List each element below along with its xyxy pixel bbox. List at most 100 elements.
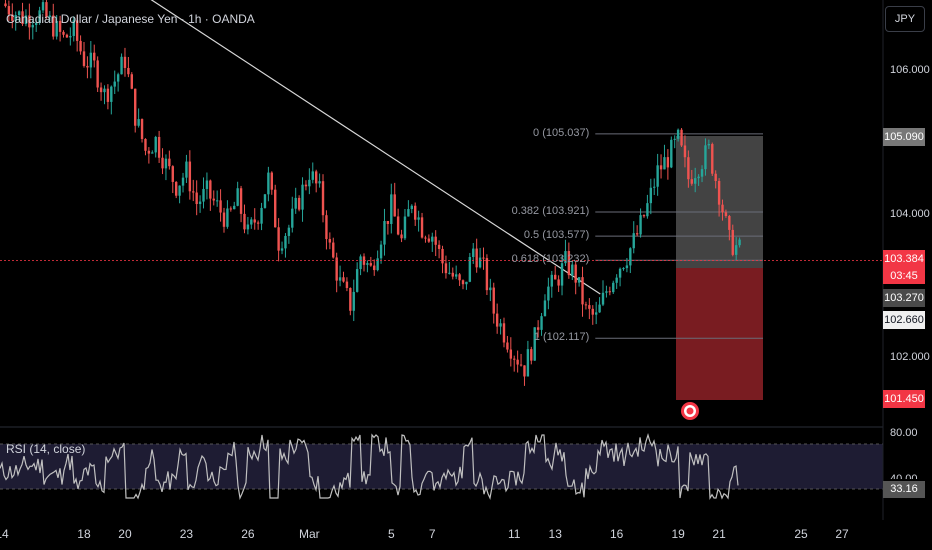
candle	[485, 254, 489, 296]
candle	[441, 245, 444, 274]
candle	[277, 218, 280, 262]
candle	[318, 173, 321, 188]
tp-price-label: 105.090	[883, 128, 925, 146]
candle	[185, 154, 188, 183]
candle	[4, 0, 7, 8]
rsi-value-label: 33.16	[883, 481, 925, 498]
candle	[65, 33, 69, 38]
candle	[461, 279, 465, 290]
candle	[308, 168, 311, 195]
candle	[62, 30, 65, 38]
countdown-label: 03:45	[883, 268, 925, 284]
candle	[437, 240, 441, 259]
candle	[366, 260, 369, 273]
candle	[164, 154, 168, 181]
entry-price-label: 103.270	[883, 289, 925, 307]
candle	[673, 135, 676, 149]
currency-button[interactable]: JPY	[885, 6, 925, 32]
candle	[287, 224, 291, 244]
candle	[519, 353, 523, 367]
candle	[297, 195, 301, 212]
time-tick: 23	[179, 527, 194, 541]
candle	[444, 255, 448, 279]
fibonacci-retracement	[595, 133, 763, 339]
candle	[687, 150, 690, 188]
candle	[7, 0, 11, 21]
candle	[724, 209, 728, 218]
candle	[690, 169, 693, 186]
candle	[28, 3, 31, 40]
price-tick: 106.000	[890, 64, 930, 76]
candle	[280, 241, 284, 255]
candle	[123, 47, 127, 77]
candle	[332, 237, 335, 259]
candle	[513, 355, 516, 372]
candle	[325, 210, 328, 250]
candle	[489, 278, 492, 302]
stop-price-label: 102.660	[883, 311, 925, 329]
candle	[605, 285, 608, 298]
candle	[41, 0, 45, 14]
candle	[478, 247, 482, 269]
candle	[618, 267, 622, 287]
alert-marker	[681, 402, 699, 420]
time-tick: 21	[712, 527, 726, 541]
candle	[434, 230, 437, 257]
candle	[646, 194, 649, 219]
trendline-segment	[150, 0, 601, 295]
rsi-title: RSI (14, close)	[6, 442, 86, 456]
candle	[202, 177, 205, 209]
candle	[400, 229, 403, 243]
candle	[608, 286, 612, 296]
candle	[69, 27, 72, 46]
candle	[352, 279, 355, 322]
candle	[670, 136, 673, 169]
time-tick: 7	[428, 527, 436, 541]
candle	[584, 301, 588, 310]
candle	[410, 204, 413, 214]
time-tick: Mar	[299, 527, 320, 541]
candle	[468, 252, 472, 283]
candle	[632, 221, 635, 254]
candle	[407, 200, 410, 217]
time-tick: 11	[507, 527, 521, 541]
candle	[127, 57, 130, 78]
candle	[509, 337, 513, 367]
candle	[649, 178, 653, 215]
candle	[390, 183, 393, 234]
candle	[113, 70, 116, 95]
candle	[93, 44, 96, 68]
candle	[212, 190, 215, 206]
candle	[738, 237, 741, 248]
candle	[17, 10, 21, 22]
candle	[420, 212, 424, 239]
candle	[731, 224, 734, 257]
candle	[550, 271, 553, 298]
candle	[96, 56, 99, 92]
candle	[229, 206, 233, 212]
candle	[635, 225, 639, 237]
trendline	[150, 0, 601, 295]
candle	[144, 138, 147, 156]
time-tick: 13	[548, 527, 562, 541]
candle	[274, 184, 277, 228]
candle	[424, 235, 427, 243]
candle	[540, 312, 543, 336]
candle	[373, 259, 376, 276]
candle	[717, 178, 721, 217]
candle	[79, 35, 82, 55]
candle	[612, 280, 615, 294]
candle	[301, 177, 304, 222]
candle	[168, 150, 171, 170]
candle	[659, 154, 663, 179]
candle	[38, 6, 41, 25]
candle	[482, 247, 485, 270]
fib-level-label: 0 (105.037)	[533, 126, 590, 139]
candle	[219, 189, 222, 222]
candle	[75, 14, 79, 52]
candle	[588, 298, 591, 320]
time-tick: 25	[794, 527, 808, 541]
candle	[594, 301, 598, 325]
candle	[536, 320, 540, 338]
